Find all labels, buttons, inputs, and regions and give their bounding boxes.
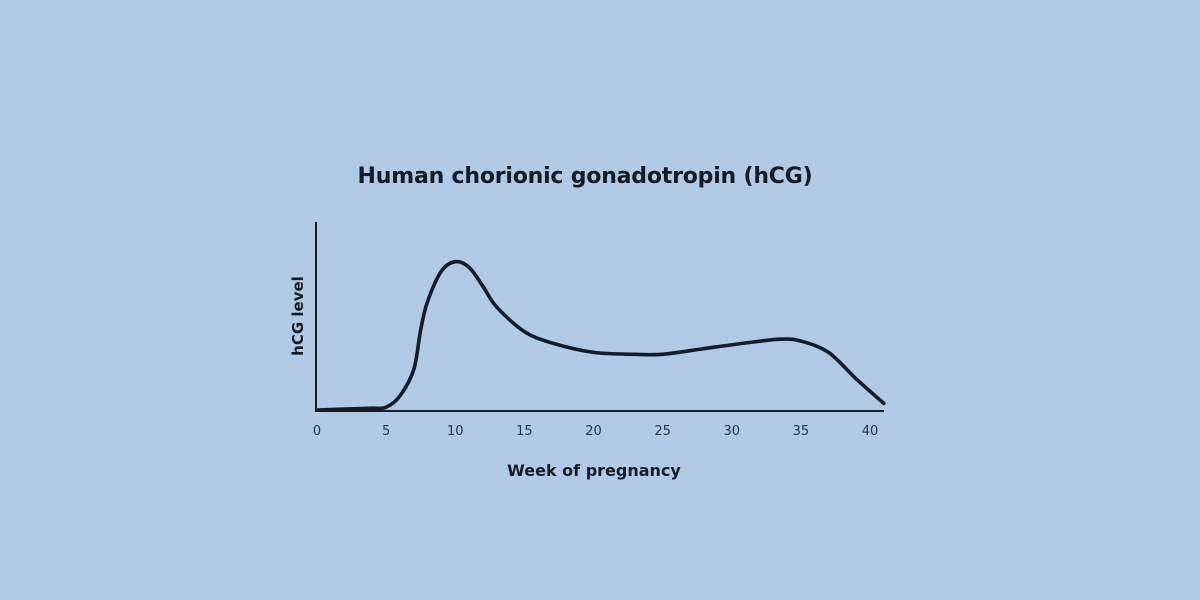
x-tick-label: 5: [381, 424, 391, 439]
x-tick-label: 0: [312, 424, 322, 439]
x-tick-label: 20: [585, 424, 602, 439]
x-tick-label: 40: [861, 424, 879, 439]
x-tick-label: 35: [792, 424, 810, 439]
hcg-curve: [315, 259, 886, 412]
x-tick-label: 25: [654, 424, 671, 439]
x-tick-label: 10: [446, 424, 464, 439]
x-tick-label: 30: [723, 424, 741, 439]
x-tick-label: 15: [516, 424, 533, 439]
chart-title: Human chorionic gonadotropin (hCG): [357, 164, 813, 189]
x-axis-label: Week of pregnancy: [507, 461, 681, 480]
